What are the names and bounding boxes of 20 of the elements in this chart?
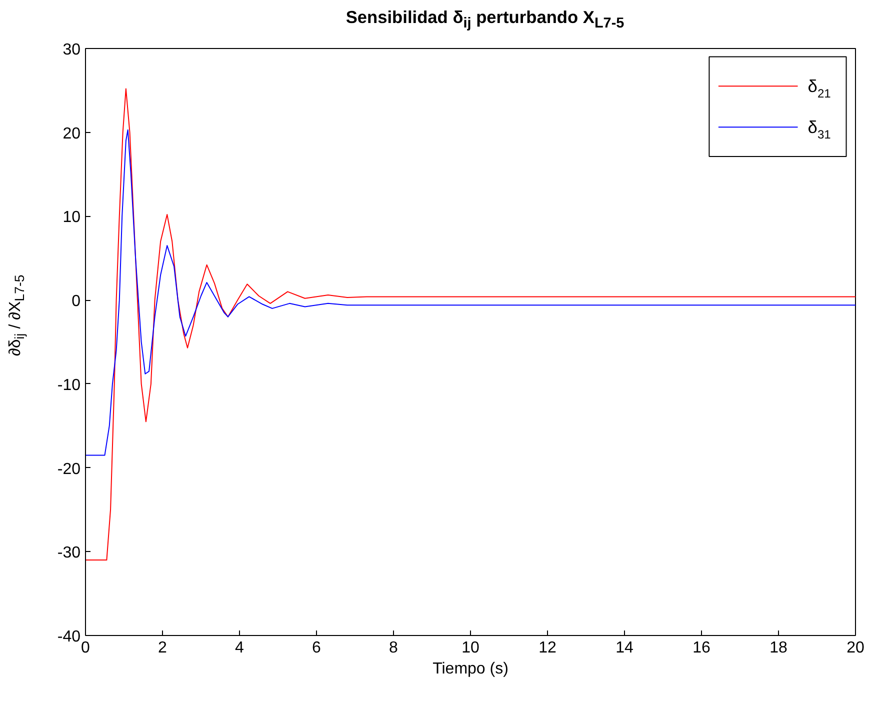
y-tick-label: 10 bbox=[62, 209, 81, 226]
y-tick-label: -40 bbox=[57, 628, 81, 646]
x-tick-label: 16 bbox=[692, 640, 710, 656]
y-tick-label: 0 bbox=[72, 293, 81, 310]
y-tick-label: -20 bbox=[57, 460, 81, 478]
x-tick-label: 12 bbox=[538, 640, 556, 656]
y-tick-label: -10 bbox=[57, 376, 81, 394]
x-tick-label: 6 bbox=[312, 640, 322, 656]
x-tick-label: 2 bbox=[158, 640, 168, 656]
x-tick-label: 18 bbox=[770, 640, 788, 656]
y-tick-label: -30 bbox=[57, 544, 81, 562]
x-tick-label: 8 bbox=[389, 640, 398, 656]
y-tick-label: 30 bbox=[62, 42, 81, 58]
x-axis-title: Tiempo (s) bbox=[432, 660, 508, 678]
chart-title: Sensibilidad δ$_{ij}$ perturbando X$_{L7-5}$ bbox=[344, 6, 626, 34]
x-tick-label: 10 bbox=[462, 640, 480, 656]
y-tick-label: 20 bbox=[62, 125, 81, 142]
x-tick-label: 4 bbox=[235, 640, 244, 656]
x-tick-label: 14 bbox=[616, 640, 634, 656]
x-tick-label: 20 bbox=[846, 640, 864, 656]
